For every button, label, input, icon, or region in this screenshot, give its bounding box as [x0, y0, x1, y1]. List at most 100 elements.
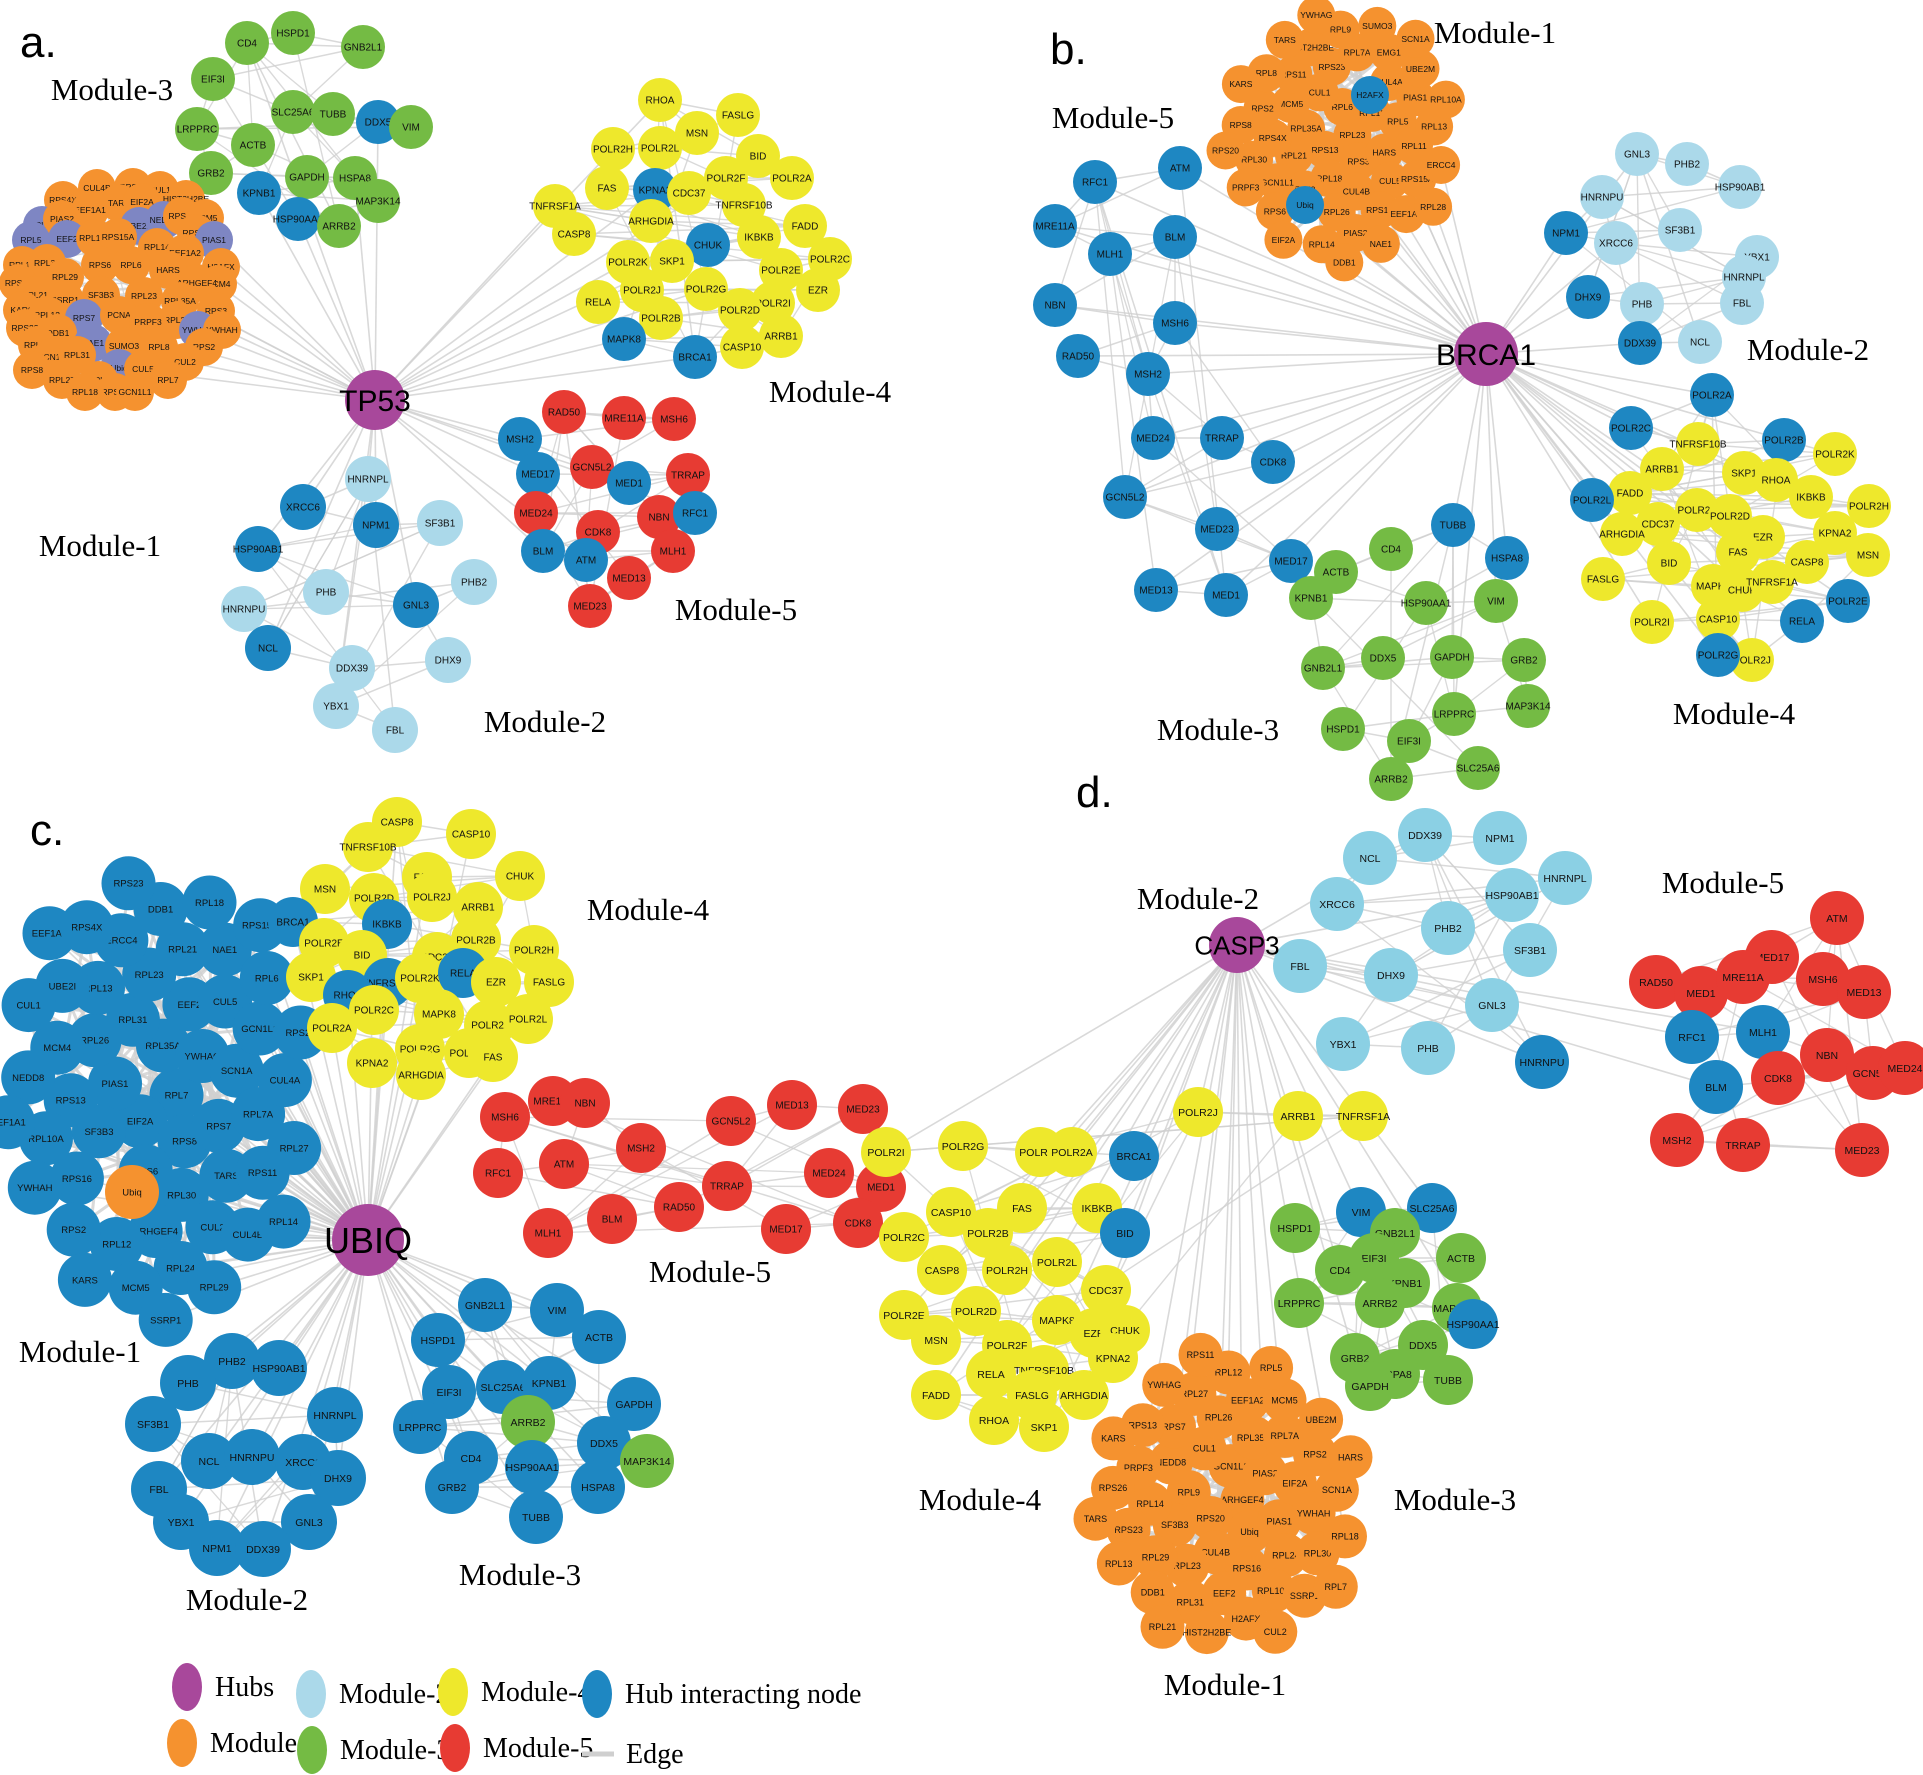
node-GRB2[interactable]: GRB2 — [1502, 638, 1546, 682]
hub-node-CASP3[interactable]: CASP3 — [1194, 917, 1280, 973]
node-DDX39[interactable]: DDX39 — [1398, 808, 1452, 862]
node-Ubiq[interactable]: Ubiq — [105, 1165, 159, 1219]
node-CUL5[interactable]: CUL5 — [1371, 161, 1409, 200]
node-DDB1[interactable]: DDB1 — [1130, 1570, 1175, 1615]
node-circle-MED13[interactable] — [1837, 965, 1891, 1019]
node-NPM1[interactable]: NPM1 — [1473, 811, 1527, 865]
node-CD4[interactable]: CD4 — [225, 21, 269, 65]
node-MSH6[interactable]: MSH6 — [652, 397, 696, 441]
node-circle-MSH2[interactable] — [1126, 352, 1170, 396]
node-circle-MED13[interactable] — [767, 1080, 817, 1130]
node-circle-EZR[interactable] — [471, 957, 521, 1007]
node-Ubiq[interactable]: Ubiq — [1286, 186, 1324, 224]
node-RPL21[interactable]: RPL21 — [155, 922, 210, 977]
node-TRRAP[interactable]: TRRAP — [702, 1161, 752, 1211]
node-GNB2L1[interactable]: GNB2L1 — [458, 1278, 512, 1332]
node-MED24[interactable]: MED24 — [1131, 416, 1175, 460]
node-POLR2B[interactable]: POLR2B — [963, 1208, 1013, 1258]
node-YWHAH[interactable]: YWHAH — [7, 1160, 62, 1215]
node-circle-MSH2[interactable] — [616, 1123, 666, 1173]
node-circle-Ubiq[interactable] — [1286, 186, 1324, 224]
node-NCL[interactable]: NCL — [245, 625, 291, 671]
node-circle-RPS23[interactable] — [101, 856, 156, 911]
node-SKP1[interactable]: SKP1 — [1019, 1402, 1069, 1452]
node-MED13[interactable]: MED13 — [1134, 568, 1178, 612]
node-circle-POLR2J[interactable] — [1173, 1087, 1223, 1137]
node-NBN[interactable]: NBN — [1033, 283, 1077, 327]
node-CASP8[interactable]: CASP8 — [917, 1245, 967, 1295]
node-MSH2[interactable]: MSH2 — [616, 1123, 666, 1173]
hub-node-BRCA1[interactable]: BRCA1 — [1436, 322, 1536, 386]
node-circle-CDC37[interactable] — [667, 171, 711, 215]
node-RELA[interactable]: RELA — [966, 1349, 1016, 1399]
node-circle-CD4[interactable] — [1315, 1245, 1365, 1295]
node-circle-HSPA8[interactable] — [1485, 536, 1529, 580]
node-circle-RPL6[interactable] — [239, 951, 294, 1005]
node-circle-HARS[interactable] — [1328, 1435, 1373, 1480]
node-RPL12[interactable]: RPL12 — [89, 1217, 144, 1271]
node-circle-ATM[interactable] — [1158, 146, 1202, 190]
node-NBN[interactable]: NBN — [1800, 1028, 1854, 1082]
node-circle-CDK8[interactable] — [1251, 440, 1295, 484]
node-circle-KPNB1[interactable] — [237, 171, 281, 215]
node-circle-SF3B1[interactable] — [417, 500, 463, 546]
node-BLM[interactable]: BLM — [521, 529, 565, 573]
node-NEDD8[interactable]: NEDD8 — [1, 1050, 56, 1105]
node-POLR2I[interactable]: POLR2I — [751, 281, 795, 325]
node-KARS[interactable]: KARS — [1091, 1416, 1136, 1461]
node-GAPDH[interactable]: GAPDH — [1430, 635, 1474, 679]
node-circle-ARHGDIA[interactable] — [1600, 512, 1644, 556]
node-ARRB2[interactable]: ARRB2 — [317, 204, 361, 248]
node-circle-POLR2I[interactable] — [1630, 600, 1674, 644]
node-RPL18[interactable]: RPL18 — [66, 373, 104, 411]
node-circle-VIM[interactable] — [530, 1283, 584, 1337]
node-KPNA2[interactable]: KPNA2 — [1813, 511, 1857, 555]
node-MED24[interactable]: MED24 — [514, 491, 558, 535]
node-circle-RPL13[interactable] — [1096, 1541, 1141, 1586]
node-KARS[interactable]: KARS — [57, 1252, 112, 1307]
node-CASP10[interactable]: CASP10 — [1696, 597, 1740, 641]
node-circle-GCN1L1[interactable] — [116, 373, 154, 411]
node-HSP90AB1[interactable]: HSP90AB1 — [1715, 165, 1766, 209]
node-circle-NCL[interactable] — [245, 625, 291, 671]
node-circle-TRRAP[interactable] — [666, 453, 710, 497]
node-RFC1[interactable]: RFC1 — [473, 1148, 523, 1198]
node-circle-RPL21[interactable] — [155, 922, 210, 977]
node-XRCC6[interactable]: XRCC6 — [1310, 877, 1364, 931]
node-circle-HIST2H2BE[interactable] — [1184, 1610, 1229, 1655]
node-circle-RPL5[interactable] — [1249, 1346, 1294, 1390]
node-RPS7[interactable]: RPS7 — [1152, 1404, 1196, 1449]
node-POLR2B[interactable]: POLR2B — [1762, 418, 1806, 462]
node-ATM[interactable]: ATM — [1158, 146, 1202, 190]
node-RPS20[interactable]: RPS20 — [1206, 131, 1245, 170]
node-RHOA[interactable]: RHOA — [969, 1395, 1019, 1445]
node-circle-ACTB[interactable] — [572, 1310, 626, 1364]
node-POLR2I[interactable]: POLR2I — [1630, 600, 1674, 644]
node-circle-EZR[interactable] — [796, 268, 840, 312]
node-circle-POLR2D[interactable] — [951, 1286, 1001, 1336]
node-circle-MED1[interactable] — [607, 461, 651, 505]
node-circle-RPL18[interactable] — [66, 373, 104, 411]
node-POLR2H[interactable]: POLR2H — [982, 1245, 1032, 1295]
node-MLH1[interactable]: MLH1 — [651, 529, 695, 573]
node-RPS4X[interactable]: RPS4X — [59, 900, 114, 955]
node-HSP90AB1[interactable]: HSP90AB1 — [233, 526, 284, 572]
node-circle-DDB1[interactable] — [1130, 1570, 1175, 1615]
node-CUL1[interactable]: CUL1 — [1, 978, 56, 1033]
node-SLC25A6[interactable]: SLC25A6 — [271, 90, 315, 134]
node-circle-MSN[interactable] — [911, 1315, 961, 1365]
node-circle-ARRB2[interactable] — [317, 204, 361, 248]
node-circle-NPM1[interactable] — [189, 1520, 245, 1576]
node-circle-FAS[interactable] — [585, 166, 629, 210]
node-circle-HSP90AA1[interactable] — [1404, 581, 1448, 625]
node-circle-SUMO3[interactable] — [1358, 6, 1397, 45]
node-TUBB[interactable]: TUBB — [311, 92, 355, 136]
node-TNFRSF1A[interactable]: TNFRSF1A — [1336, 1091, 1390, 1141]
node-EZR[interactable]: EZR — [471, 957, 521, 1007]
node-SCN1A[interactable]: SCN1A — [1396, 19, 1435, 58]
node-MSN[interactable]: MSN — [675, 111, 719, 155]
node-circle-RELA[interactable] — [1780, 599, 1824, 643]
node-circle-RPS20[interactable] — [1206, 131, 1245, 170]
node-RPS6[interactable]: RPS6 — [1255, 192, 1294, 231]
node-circle-GAPDH[interactable] — [285, 155, 329, 199]
